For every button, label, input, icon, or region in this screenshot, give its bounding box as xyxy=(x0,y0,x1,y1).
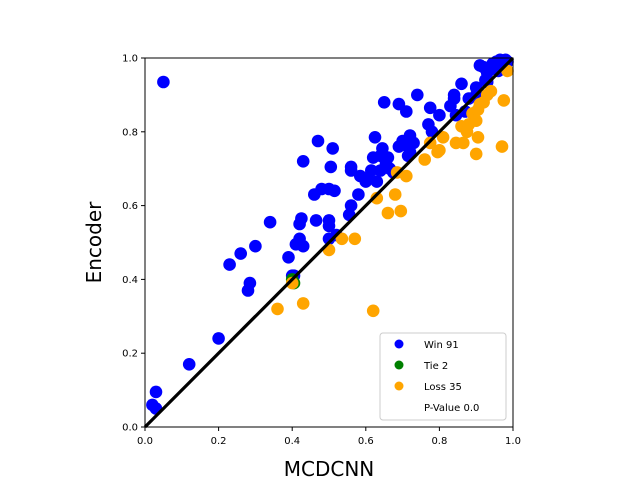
data-point xyxy=(457,136,470,150)
x-tick-label: 0.6 xyxy=(358,436,374,447)
data-point xyxy=(326,142,340,155)
data-point xyxy=(324,160,338,174)
data-point xyxy=(328,184,341,198)
data-point xyxy=(285,276,299,290)
data-point xyxy=(182,358,196,371)
legend-marker xyxy=(394,381,404,391)
data-point xyxy=(381,206,395,220)
data-point xyxy=(335,232,349,246)
data-point xyxy=(365,164,378,177)
data-point xyxy=(366,304,380,318)
legend-label: P-Value 0.0 xyxy=(424,403,479,414)
y-tick-label: 1.0 xyxy=(122,54,138,65)
data-point xyxy=(234,247,247,260)
data-point xyxy=(212,332,225,345)
data-point xyxy=(455,77,468,91)
data-point xyxy=(157,75,170,89)
data-point xyxy=(368,131,382,144)
data-point xyxy=(243,276,257,290)
axes-frame xyxy=(144,57,514,428)
data-point xyxy=(388,188,402,201)
x-tick-label: 0.0 xyxy=(137,436,153,447)
legend-box xyxy=(379,332,507,421)
y-tick-label: 0.8 xyxy=(122,127,138,138)
data-point xyxy=(296,155,310,168)
data-point xyxy=(376,142,389,155)
data-point xyxy=(296,297,310,310)
data-point xyxy=(311,134,325,148)
x-tick-label: 0.8 xyxy=(431,436,447,447)
data-point xyxy=(394,204,408,218)
x-tick-label: 0.2 xyxy=(211,436,227,447)
data-point xyxy=(436,131,450,144)
legend-label: Loss 35 xyxy=(424,382,462,393)
legend-marker xyxy=(394,360,404,370)
y-tick-label: 0.2 xyxy=(122,349,138,360)
data-point xyxy=(282,250,295,264)
data-point xyxy=(471,131,485,144)
data-point xyxy=(263,215,277,229)
data-point xyxy=(447,88,461,102)
data-point xyxy=(433,108,446,122)
data-point xyxy=(407,136,420,150)
data-point xyxy=(344,199,358,212)
legend: Win 91 Tie 2 Loss 35 P-Value 0.0 xyxy=(379,332,507,421)
diagonal-line xyxy=(143,56,515,429)
series-win-91 xyxy=(146,53,514,415)
series-loss-35 xyxy=(271,64,514,318)
data-point xyxy=(149,385,163,399)
plot-area: 0.0 0.2 0.4 0.6 0.8 1.0 0.0 0.2 0.4 0.6 0.8 1.0 MCDC… xyxy=(82,53,521,481)
data-point xyxy=(322,219,336,233)
data-point xyxy=(469,114,483,127)
data-point xyxy=(249,239,262,253)
data-point xyxy=(271,302,284,316)
y-tick-label: 0.0 xyxy=(122,423,138,434)
data-point xyxy=(423,101,437,115)
y-axis-label: Encoder xyxy=(82,201,106,284)
x-tick-label: 0.4 xyxy=(284,436,300,447)
data-point xyxy=(411,88,424,102)
legend-label: Tie 2 xyxy=(423,361,448,372)
data-point xyxy=(296,239,310,253)
data-point xyxy=(400,169,413,183)
data-point xyxy=(495,140,509,153)
data-point xyxy=(309,214,323,227)
data-point xyxy=(484,84,498,98)
data-point xyxy=(377,96,391,109)
data-point xyxy=(348,232,362,246)
legend-marker xyxy=(394,339,404,349)
data-point xyxy=(418,153,432,166)
y-tick-label: 0.6 xyxy=(122,201,138,212)
data-point xyxy=(295,212,308,225)
data-point xyxy=(433,144,446,157)
x-tick-label: 1.0 xyxy=(505,436,521,447)
data-point xyxy=(352,188,365,201)
x-axis-label: MCDCNN xyxy=(284,457,375,480)
data-point xyxy=(469,147,483,161)
data-point xyxy=(370,175,384,188)
legend-label: Win 91 xyxy=(424,340,459,351)
data-point xyxy=(370,191,384,205)
data-point xyxy=(497,94,511,107)
y-tick-label: 0.4 xyxy=(122,275,138,286)
data-point xyxy=(381,151,395,164)
data-point xyxy=(344,160,358,174)
data-point xyxy=(400,105,413,118)
data-point xyxy=(223,258,236,271)
